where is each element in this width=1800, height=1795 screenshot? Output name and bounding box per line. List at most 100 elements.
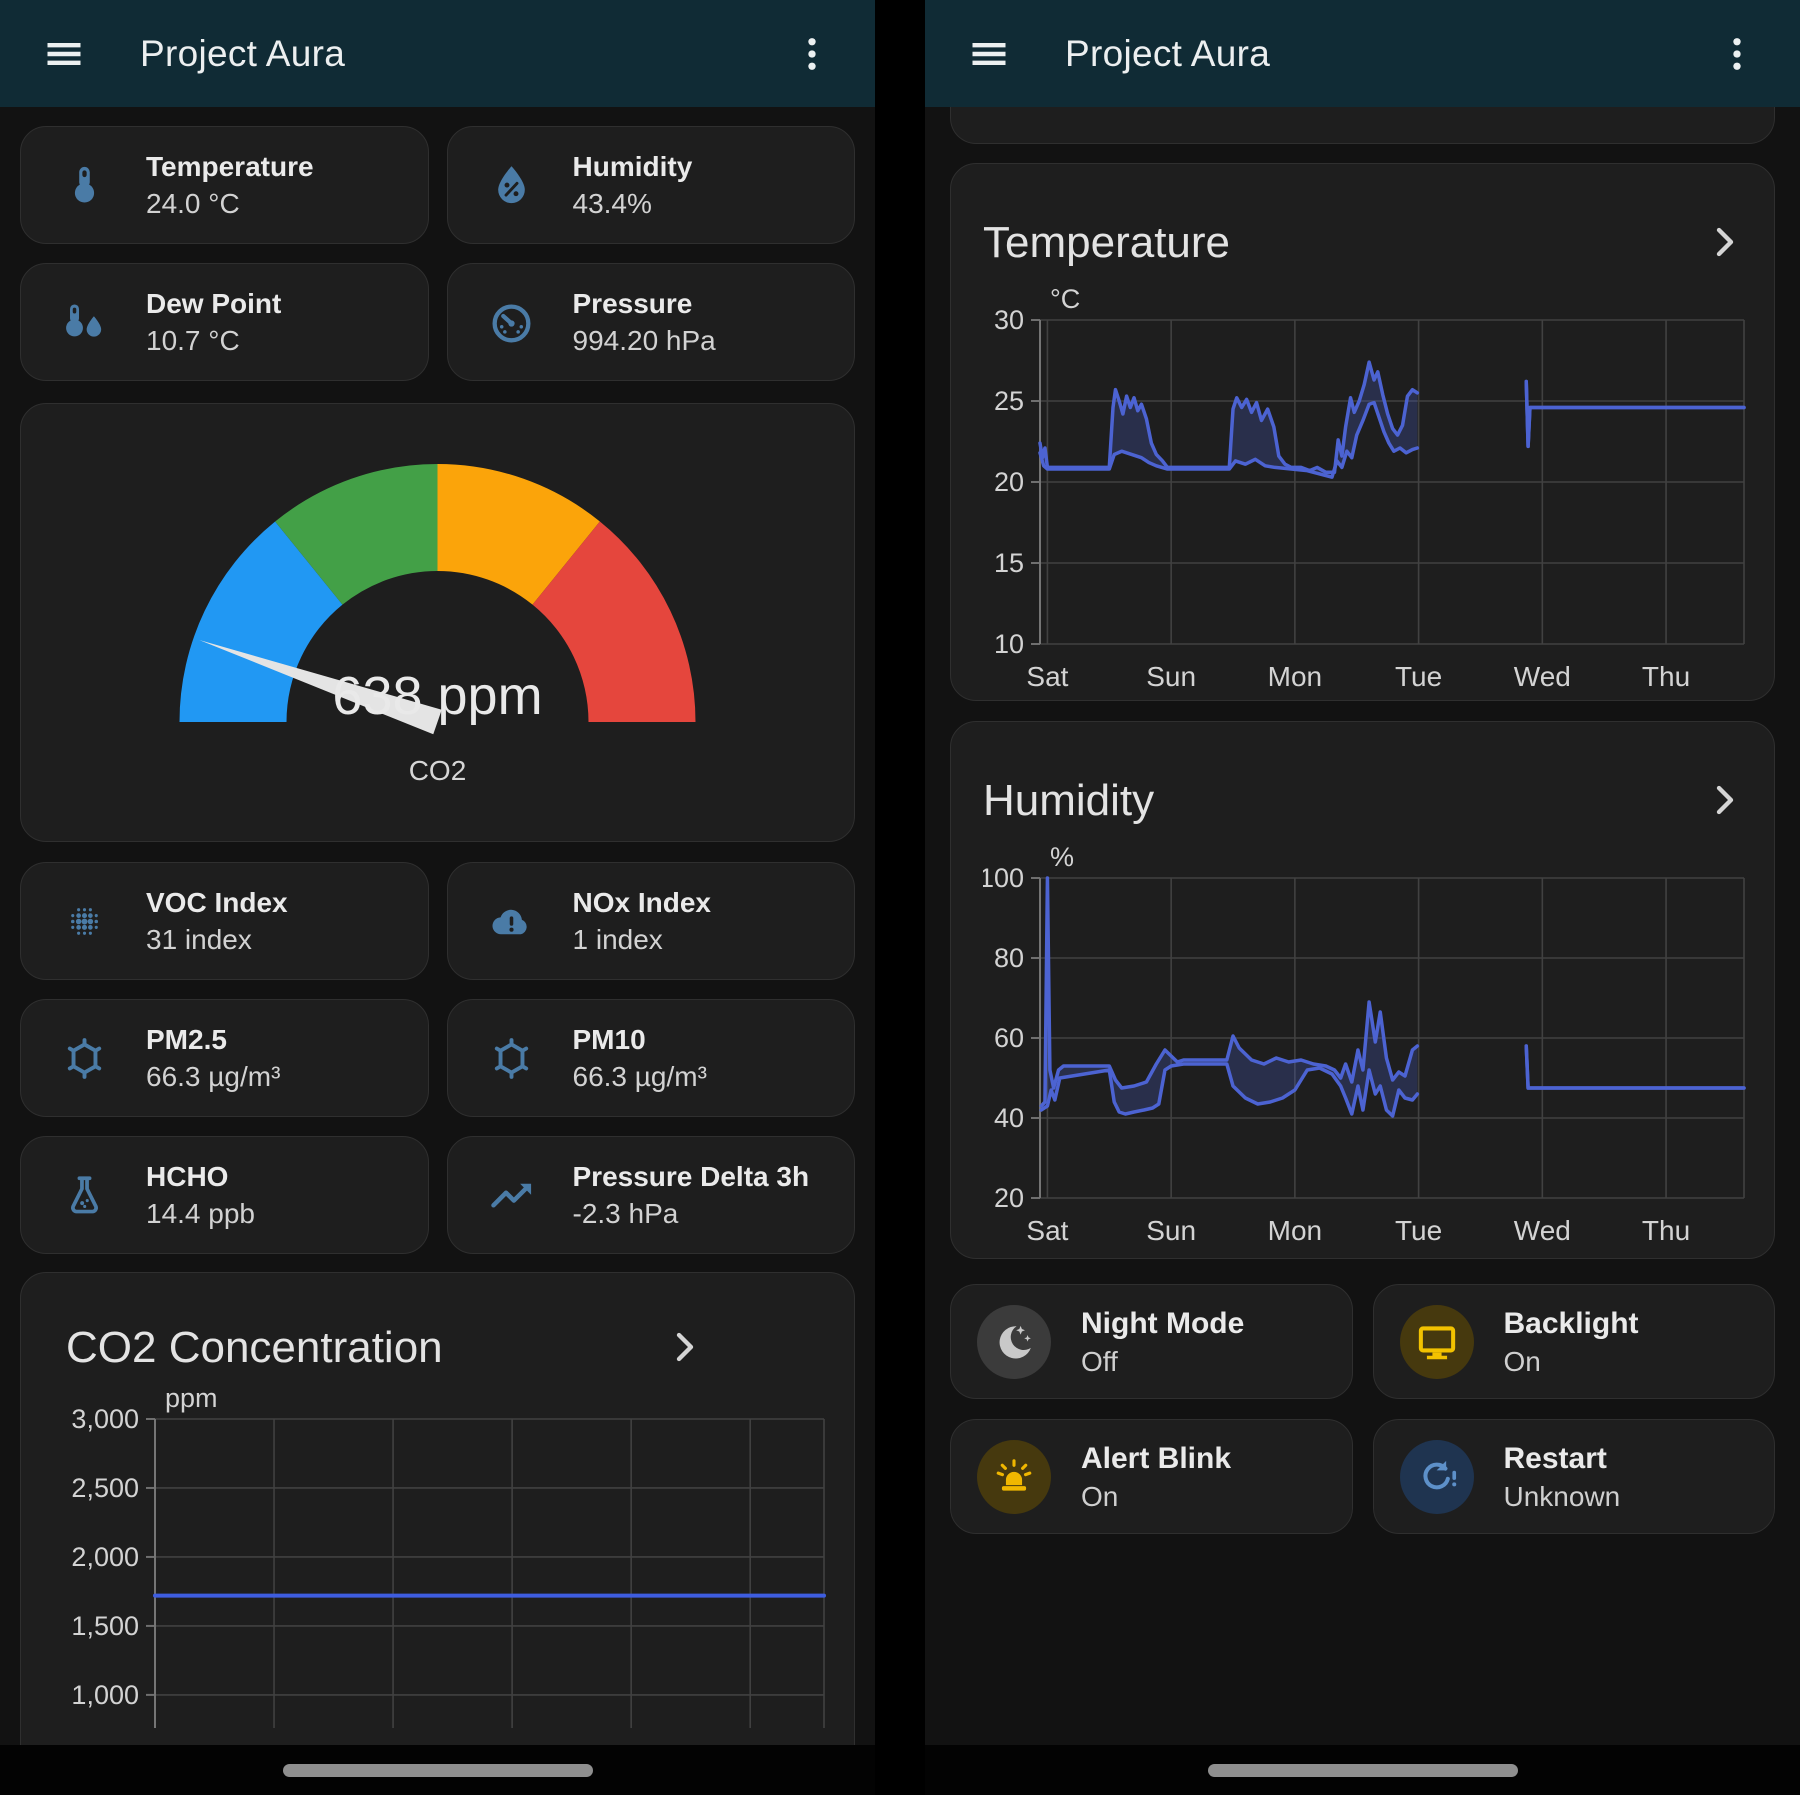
x-axis-label: Mon (1268, 661, 1322, 692)
sensor-name: VOC Index (146, 887, 288, 918)
series-band (1526, 381, 1744, 447)
svg-text:20: 20 (994, 467, 1024, 497)
sensor-text: PM2.5 66.3 µg/m³ (146, 1021, 280, 1095)
app-header: Project Aura (0, 0, 875, 107)
button-label: Backlight (1503, 1306, 1639, 1340)
sensor-card-temperature[interactable]: Temperature 24.0 °C (20, 126, 429, 244)
sensor-card-dew-point[interactable]: Dew Point 10.7 °C (20, 263, 429, 381)
overflow-menu-icon[interactable] (791, 33, 833, 75)
page-title: Project Aura (1065, 32, 1271, 74)
button-backlight[interactable]: Backlight On (1372, 1284, 1775, 1399)
sensor-name: Humidity (572, 151, 693, 182)
svg-text:60: 60 (994, 1023, 1024, 1053)
humidity-chart-svg: 100 80 60 40 20% Sat Sun Mon Tue Wed Thu (983, 844, 1746, 1246)
svg-text:1,500: 1,500 (71, 1611, 139, 1641)
gauge-segment (532, 521, 696, 722)
flask-icon (61, 1172, 108, 1219)
molecule-icon (488, 1035, 535, 1082)
sensor-name: NOx Index (572, 887, 711, 918)
home-indicator[interactable] (1207, 1763, 1518, 1777)
axis-unit-label: °C (1050, 286, 1080, 314)
svg-text:2,500: 2,500 (71, 1473, 139, 1503)
co2-history-card[interactable]: CO2 Concentration 3,000 2,500 2,000 1,500 1,… (20, 1272, 855, 1795)
svg-text:15: 15 (994, 548, 1024, 578)
gauge-segment (437, 464, 600, 605)
sensor-state: 31 index (146, 924, 252, 955)
sensor-text: Pressure 994.20 hPa (573, 285, 716, 359)
button-night-mode[interactable]: Night Mode Off (950, 1284, 1353, 1399)
sensor-state: 10.7 °C (146, 325, 240, 356)
sensor-card-hcho[interactable]: HCHO 14.4 ppb (20, 1136, 429, 1254)
co2-chart: 3,000 2,500 2,000 1,500 1,000 ppm (21, 1385, 854, 1788)
gauge-segment (275, 464, 438, 605)
x-axis-label: Wed (1514, 1215, 1571, 1246)
co2-gauge-card[interactable]: 638 ppm CO2 (20, 403, 855, 842)
sensor-text: Dew Point 10.7 °C (146, 285, 281, 359)
chevron-right-icon[interactable] (664, 1327, 704, 1367)
sensor-card-pm10[interactable]: PM10 66.3 µg/m³ (446, 999, 855, 1117)
chevron-right-icon[interactable] (1704, 780, 1744, 820)
axis-unit-label: % (1050, 844, 1074, 872)
sensor-card-humidity[interactable]: Humidity 43.4% (446, 126, 855, 244)
app-header: Project Aura (925, 0, 1800, 107)
series-line (1038, 360, 1420, 475)
series-band (1526, 1046, 1744, 1088)
svg-text:100: 100 (983, 863, 1024, 893)
temperature-chart: 30 25 20 15 10 °C Sat Sun Mon Tue Wed Thu (951, 286, 1774, 700)
android-navbar (0, 1745, 875, 1795)
co2-chart-svg: 3,000 2,500 2,000 1,500 1,000 ppm (71, 1385, 826, 1728)
series-band (1040, 362, 1418, 478)
controls-row-2: Alert Blink On Restart Unknown (950, 1419, 1775, 1534)
x-axis-label: Sat (1026, 1215, 1068, 1246)
trending-up-icon (488, 1172, 535, 1219)
sensor-text: PM10 66.3 µg/m³ (573, 1021, 707, 1095)
svg-text:30: 30 (994, 305, 1024, 335)
x-axis-label: Tue (1395, 1215, 1442, 1246)
overflow-menu-icon[interactable] (1716, 33, 1758, 75)
alarm-light-icon (992, 1455, 1036, 1499)
cloud-alert-icon (488, 898, 535, 945)
x-axis-label: Wed (1514, 661, 1571, 692)
sensor-card-voc-index[interactable]: VOC Index 31 index (20, 862, 429, 980)
button-restart[interactable]: Restart Unknown (1372, 1419, 1775, 1534)
sensor-state: 1 index (572, 924, 663, 955)
sensor-card-pm25[interactable]: PM2.5 66.3 µg/m³ (20, 999, 429, 1117)
home-indicator[interactable] (282, 1763, 593, 1777)
button-alert-blink[interactable]: Alert Blink On (950, 1419, 1353, 1534)
co2-chart-title: CO2 Concentration (66, 1323, 443, 1372)
weather-night-icon (992, 1320, 1036, 1364)
sensor-state: 994.20 hPa (572, 325, 716, 356)
button-icon-circle (1399, 1439, 1474, 1514)
svg-text:80: 80 (994, 943, 1024, 973)
menu-icon[interactable] (967, 32, 1011, 76)
sensor-state: 66.3 µg/m³ (572, 1061, 707, 1092)
card-header: Temperature (951, 164, 1774, 268)
svg-text:20: 20 (994, 1183, 1024, 1213)
x-axis-label: Sun (1146, 1215, 1196, 1246)
gauge-needle (199, 639, 442, 735)
sensor-card-pressure[interactable]: Pressure 994.20 hPa (446, 263, 855, 381)
svg-text:1,000: 1,000 (71, 1680, 139, 1710)
x-axis-label: Mon (1268, 1215, 1322, 1246)
temperature-history-card[interactable]: Temperature 30 25 20 15 10 °C Sat Sun Mon Tue Wed T… (950, 163, 1775, 701)
x-axis-label: Tue (1395, 661, 1442, 692)
series-line (1524, 1044, 1746, 1090)
humidity-history-card[interactable]: Humidity 100 80 60 40 20% Sat Sun Mon Tue Wed Thu (950, 721, 1775, 1259)
svg-text:25: 25 (994, 386, 1024, 416)
series-band (1041, 878, 1418, 1116)
menu-icon[interactable] (42, 32, 86, 76)
chevron-right-icon[interactable] (1704, 222, 1744, 262)
svg-text:10: 10 (994, 629, 1024, 659)
button-state: Off (1081, 1345, 1118, 1377)
series-line (1038, 400, 1420, 479)
sensor-card-pressure-delta-3h[interactable]: Pressure Delta 3h -2.3 hPa (446, 1136, 855, 1254)
page-title: Project Aura (140, 32, 346, 74)
gauge-segment (179, 521, 343, 722)
co2-gauge: 638 ppm CO2 (179, 464, 696, 786)
button-state: Unknown (1503, 1480, 1621, 1512)
series-line (1039, 876, 1420, 1108)
controls-row-1: Night Mode Off Backlight On (950, 1284, 1775, 1399)
button-state: On (1081, 1480, 1119, 1512)
sensor-name: Pressure Delta 3h (572, 1161, 810, 1192)
sensor-card-nox-index[interactable]: NOx Index 1 index (446, 862, 855, 980)
